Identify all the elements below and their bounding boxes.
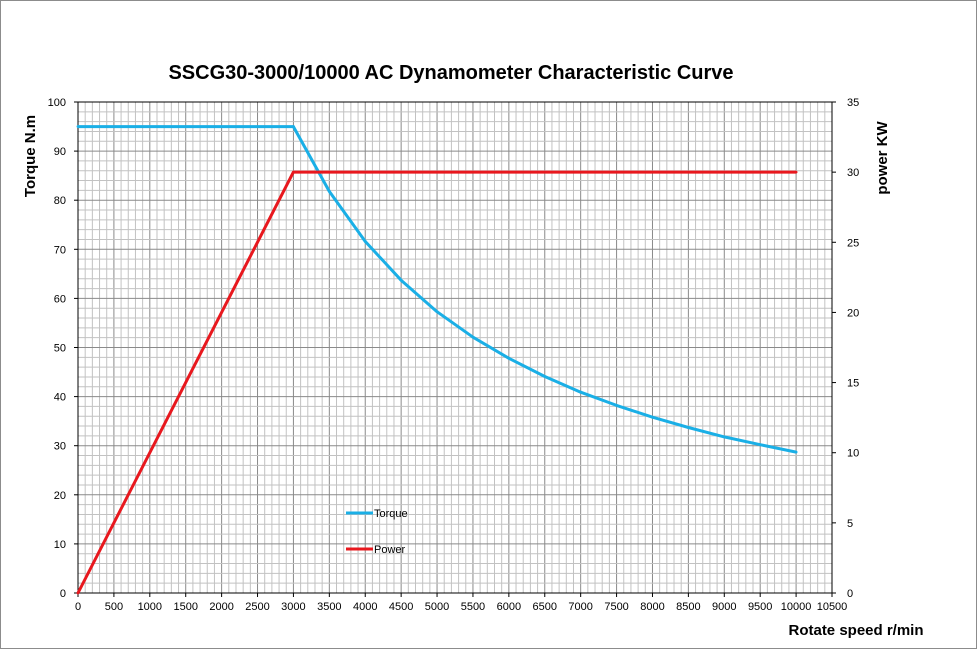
x-tick-label: 7500 bbox=[604, 601, 628, 613]
x-tick-label: 2500 bbox=[245, 601, 269, 613]
x-tick-label: 5500 bbox=[461, 601, 485, 613]
data-point-torque bbox=[543, 375, 547, 378]
data-point-torque bbox=[363, 240, 367, 243]
x-tick-label: 5000 bbox=[425, 601, 449, 613]
x-tick-label: 10000 bbox=[781, 601, 812, 613]
y-left-axis-label: Torque N.m bbox=[22, 115, 39, 197]
legend-label-torque: Torque bbox=[374, 508, 408, 520]
y-right-tick-label: 30 bbox=[847, 167, 859, 179]
y-left-tick-label: 90 bbox=[54, 146, 66, 158]
x-tick-label: 3000 bbox=[281, 601, 305, 613]
x-tick-label: 0 bbox=[75, 601, 81, 613]
y-right-tick-label: 20 bbox=[847, 307, 859, 319]
x-tick-label: 9500 bbox=[748, 601, 772, 613]
data-point-torque bbox=[435, 310, 439, 314]
x-tick-label: 9000 bbox=[712, 601, 736, 613]
x-tick-label: 4500 bbox=[389, 601, 413, 613]
data-point-torque bbox=[471, 335, 475, 339]
data-point-power bbox=[292, 170, 295, 174]
data-point-torque bbox=[758, 443, 762, 447]
series-layer bbox=[76, 125, 798, 595]
x-tick-label: 10500 bbox=[817, 601, 848, 613]
y-right-tick-label: 0 bbox=[847, 588, 853, 600]
y-left-tick-label: 40 bbox=[54, 392, 66, 404]
grid bbox=[77, 101, 833, 594]
y-right-tick-label: 15 bbox=[847, 378, 859, 390]
x-tick-label: 1000 bbox=[138, 601, 162, 613]
y-right-tick-label: 5 bbox=[847, 518, 853, 530]
series-line-torque bbox=[78, 125, 797, 454]
x-tick-label: 8000 bbox=[640, 601, 664, 613]
y-left-axis-ticks: 0 10 20 30 40 50 60 70 80 90 100 bbox=[48, 97, 78, 600]
data-point-torque bbox=[722, 435, 726, 439]
y-left-tick-label: 20 bbox=[54, 490, 66, 502]
data-point-torque bbox=[399, 278, 403, 282]
x-tick-label: 1500 bbox=[173, 601, 197, 613]
legend-label-power: Power bbox=[374, 544, 406, 556]
y-right-tick-label: 35 bbox=[847, 97, 859, 109]
x-tick-label: 500 bbox=[105, 601, 123, 613]
x-axis-ticks: 0 500 1000 1500 2000 2500 3000 3500 4000 4500 5000… bbox=[75, 593, 847, 613]
data-point-torque bbox=[794, 450, 798, 454]
data-point-torque bbox=[686, 426, 690, 429]
x-axis-label: Rotate speed r/min bbox=[788, 622, 923, 639]
data-point-torque bbox=[615, 404, 618, 407]
legend: Torque Power bbox=[346, 508, 408, 556]
y-right-tick-label: 25 bbox=[847, 237, 859, 249]
data-point-torque bbox=[507, 356, 511, 360]
x-tick-label: 3500 bbox=[317, 601, 341, 613]
y-left-tick-label: 60 bbox=[54, 293, 66, 305]
y-right-axis-label: power KW bbox=[874, 120, 891, 194]
y-left-tick-label: 80 bbox=[54, 195, 66, 207]
y-left-tick-label: 30 bbox=[54, 441, 66, 453]
x-tick-label: 7000 bbox=[568, 601, 592, 613]
data-point-torque bbox=[292, 125, 295, 128]
y-left-tick-label: 100 bbox=[48, 97, 66, 109]
y-left-tick-label: 10 bbox=[54, 539, 66, 551]
y-right-tick-label: 10 bbox=[847, 448, 859, 460]
x-tick-label: 4000 bbox=[353, 601, 377, 613]
data-point-power bbox=[794, 170, 798, 174]
data-point-torque bbox=[327, 189, 331, 193]
data-point-torque bbox=[76, 125, 80, 128]
y-left-tick-label: 70 bbox=[54, 244, 66, 256]
y-left-tick-label: 0 bbox=[60, 588, 66, 600]
y-right-axis-ticks: 0 5 10 15 20 25 30 35 bbox=[832, 97, 859, 600]
data-point-torque bbox=[579, 390, 583, 394]
y-left-tick-label: 50 bbox=[54, 343, 66, 355]
x-tick-label: 6500 bbox=[533, 601, 557, 613]
x-tick-label: 8500 bbox=[676, 601, 700, 613]
x-tick-label: 2000 bbox=[209, 601, 233, 613]
data-point-power bbox=[76, 591, 80, 595]
data-point-torque bbox=[651, 415, 654, 419]
chart-title: SSCG30-3000/10000 AC Dynamometer Charact… bbox=[168, 62, 733, 84]
x-tick-label: 6000 bbox=[497, 601, 521, 613]
